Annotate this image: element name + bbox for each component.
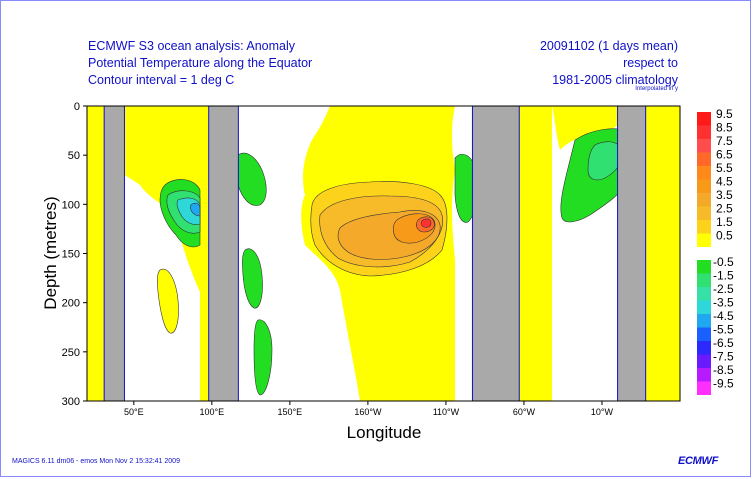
colorbar-pos-swatch-0 <box>697 112 711 126</box>
colorbar-neg-swatch-1 <box>697 273 711 287</box>
colorbar-neg-label-1: -1.5 <box>713 269 734 283</box>
warm-anomaly-west-deep <box>157 268 179 334</box>
ecmwf-logo: ECMWF <box>678 455 719 467</box>
title-line-3: Contour interval = 1 deg C <box>88 73 235 87</box>
y-tick-label-1: 50 <box>68 150 80 162</box>
colorbar-neg-swatch-3 <box>697 300 711 314</box>
colorbar-neg-label-4: -4.5 <box>713 309 734 323</box>
y-tick-label-5: 250 <box>62 347 80 359</box>
colorbar-pos-label-9: 0.5 <box>716 229 733 243</box>
colorbar-pos-swatch-1 <box>697 125 711 139</box>
colorbar-neg-label-9: -9.5 <box>713 377 734 391</box>
land-mask-1 <box>208 105 239 402</box>
land-mask-2 <box>471 105 520 402</box>
x-tick-label-4: 110°W <box>433 407 460 417</box>
x-tick-label-2: 150°E <box>278 407 303 417</box>
header-left: ECMWF S3 ocean analysis: Anomaly Potenti… <box>88 38 312 89</box>
colorbar-pos-label-6: 3.5 <box>716 188 733 202</box>
colorbar-pos-swatch-2 <box>697 139 711 153</box>
cold-anomaly-deep-1 <box>242 248 263 309</box>
colorbar-pos-label-8: 1.5 <box>716 215 733 229</box>
colorbar-neg-label-8: -8.5 <box>713 363 734 377</box>
colorbar-pos-swatch-5 <box>697 179 711 193</box>
colorbar-pos-swatch-9 <box>697 233 711 247</box>
y-tick-label-2: 100 <box>62 199 80 211</box>
colorbar-neg-label-2: -2.5 <box>713 282 734 296</box>
colorbar-neg-label-6: -6.5 <box>713 336 734 350</box>
colorbar-pos-label-0: 9.5 <box>716 107 733 121</box>
colorbar-pos-label-4: 5.5 <box>716 161 733 175</box>
colorbar-neg-swatch-7 <box>697 354 711 368</box>
colorbar-neg-label-3: -3.5 <box>713 296 734 310</box>
colorbar-neg-swatch-2 <box>697 287 711 301</box>
x-tick-label-0: 50°E <box>124 407 144 417</box>
respect-line: respect to <box>623 56 678 70</box>
x-tick-label-6: 10°W <box>591 407 614 417</box>
cold-anomaly-deep-2 <box>253 319 273 396</box>
y-tick-label-4: 200 <box>62 298 80 310</box>
cold-anomaly-west-4 <box>190 202 201 217</box>
x-tick-label-5: 60°W <box>513 407 536 417</box>
y-axis-label: Depth (metres) <box>41 196 60 309</box>
neutral-region-west <box>108 106 200 401</box>
land-mask-3 <box>617 105 647 402</box>
climatology-line: 1981-2005 climatology <box>552 73 678 87</box>
title-line-2: Potential Temperature along the Equator <box>88 56 313 70</box>
colorbar-pos-label-1: 8.5 <box>716 121 733 135</box>
colorbar-neg-label-5: -5.5 <box>713 323 734 337</box>
warm-anomaly-6p5 <box>420 218 432 228</box>
header-right: 20091102 (1 days mean) respect to 1981-2… <box>540 38 678 89</box>
colorbar-neg-swatch-6 <box>697 341 711 355</box>
y-tick-label-0: 0 <box>74 101 80 113</box>
colorbar-pos-swatch-8 <box>697 220 711 234</box>
y-tick-label-3: 150 <box>62 249 80 261</box>
cold-anomaly-atlantic-2 <box>587 141 623 181</box>
colorbar-pos-label-5: 4.5 <box>716 175 733 189</box>
interp-note: Interpolated in y <box>635 86 678 92</box>
colorbar-pos-swatch-7 <box>697 206 711 220</box>
land-masks <box>103 105 647 402</box>
colorbar-pos-label-7: 2.5 <box>716 202 733 216</box>
colorbar-pos-label-2: 7.5 <box>716 134 733 148</box>
x-axis: 50°E 100°E 150°E 160°W 110°W 60°W 10°W <box>124 401 614 417</box>
title-line-1: ECMWF S3 ocean analysis: Anomaly <box>88 39 296 53</box>
colorbar: 9.58.57.56.55.54.53.52.51.50.5 -0.5-1.5-2… <box>697 107 734 395</box>
colorbar-pos-label-3: 6.5 <box>716 148 733 162</box>
colorbar-pos-swatch-3 <box>697 152 711 166</box>
x-tick-label-3: 160°W <box>354 407 382 417</box>
colorbar-neg-swatch-0 <box>697 260 711 274</box>
colorbar-neg-label-7: -7.5 <box>713 350 734 364</box>
colorbar-neg-swatch-4 <box>697 314 711 328</box>
date-line: 20091102 (1 days mean) <box>539 39 678 53</box>
colorbar-neg-swatch-5 <box>697 327 711 341</box>
colorbar-pos-swatch-4 <box>697 166 711 180</box>
y-axis: 0 50 100 150 200 250 300 <box>62 101 87 408</box>
colorbar-neg-label-0: -0.5 <box>713 255 734 269</box>
y-tick-label-6: 300 <box>62 396 80 408</box>
x-axis-label: Longitude <box>347 423 422 442</box>
footer-text: MAGICS 6.11 dm06 - emos Mon Nov 2 15:32:… <box>12 458 180 465</box>
x-tick-label-1: 100°E <box>200 407 225 417</box>
land-mask-0 <box>103 105 125 402</box>
colorbar-neg-swatch-9 <box>697 381 711 395</box>
colorbar-pos-swatch-6 <box>697 193 711 207</box>
colorbar-neg-swatch-8 <box>697 368 711 382</box>
